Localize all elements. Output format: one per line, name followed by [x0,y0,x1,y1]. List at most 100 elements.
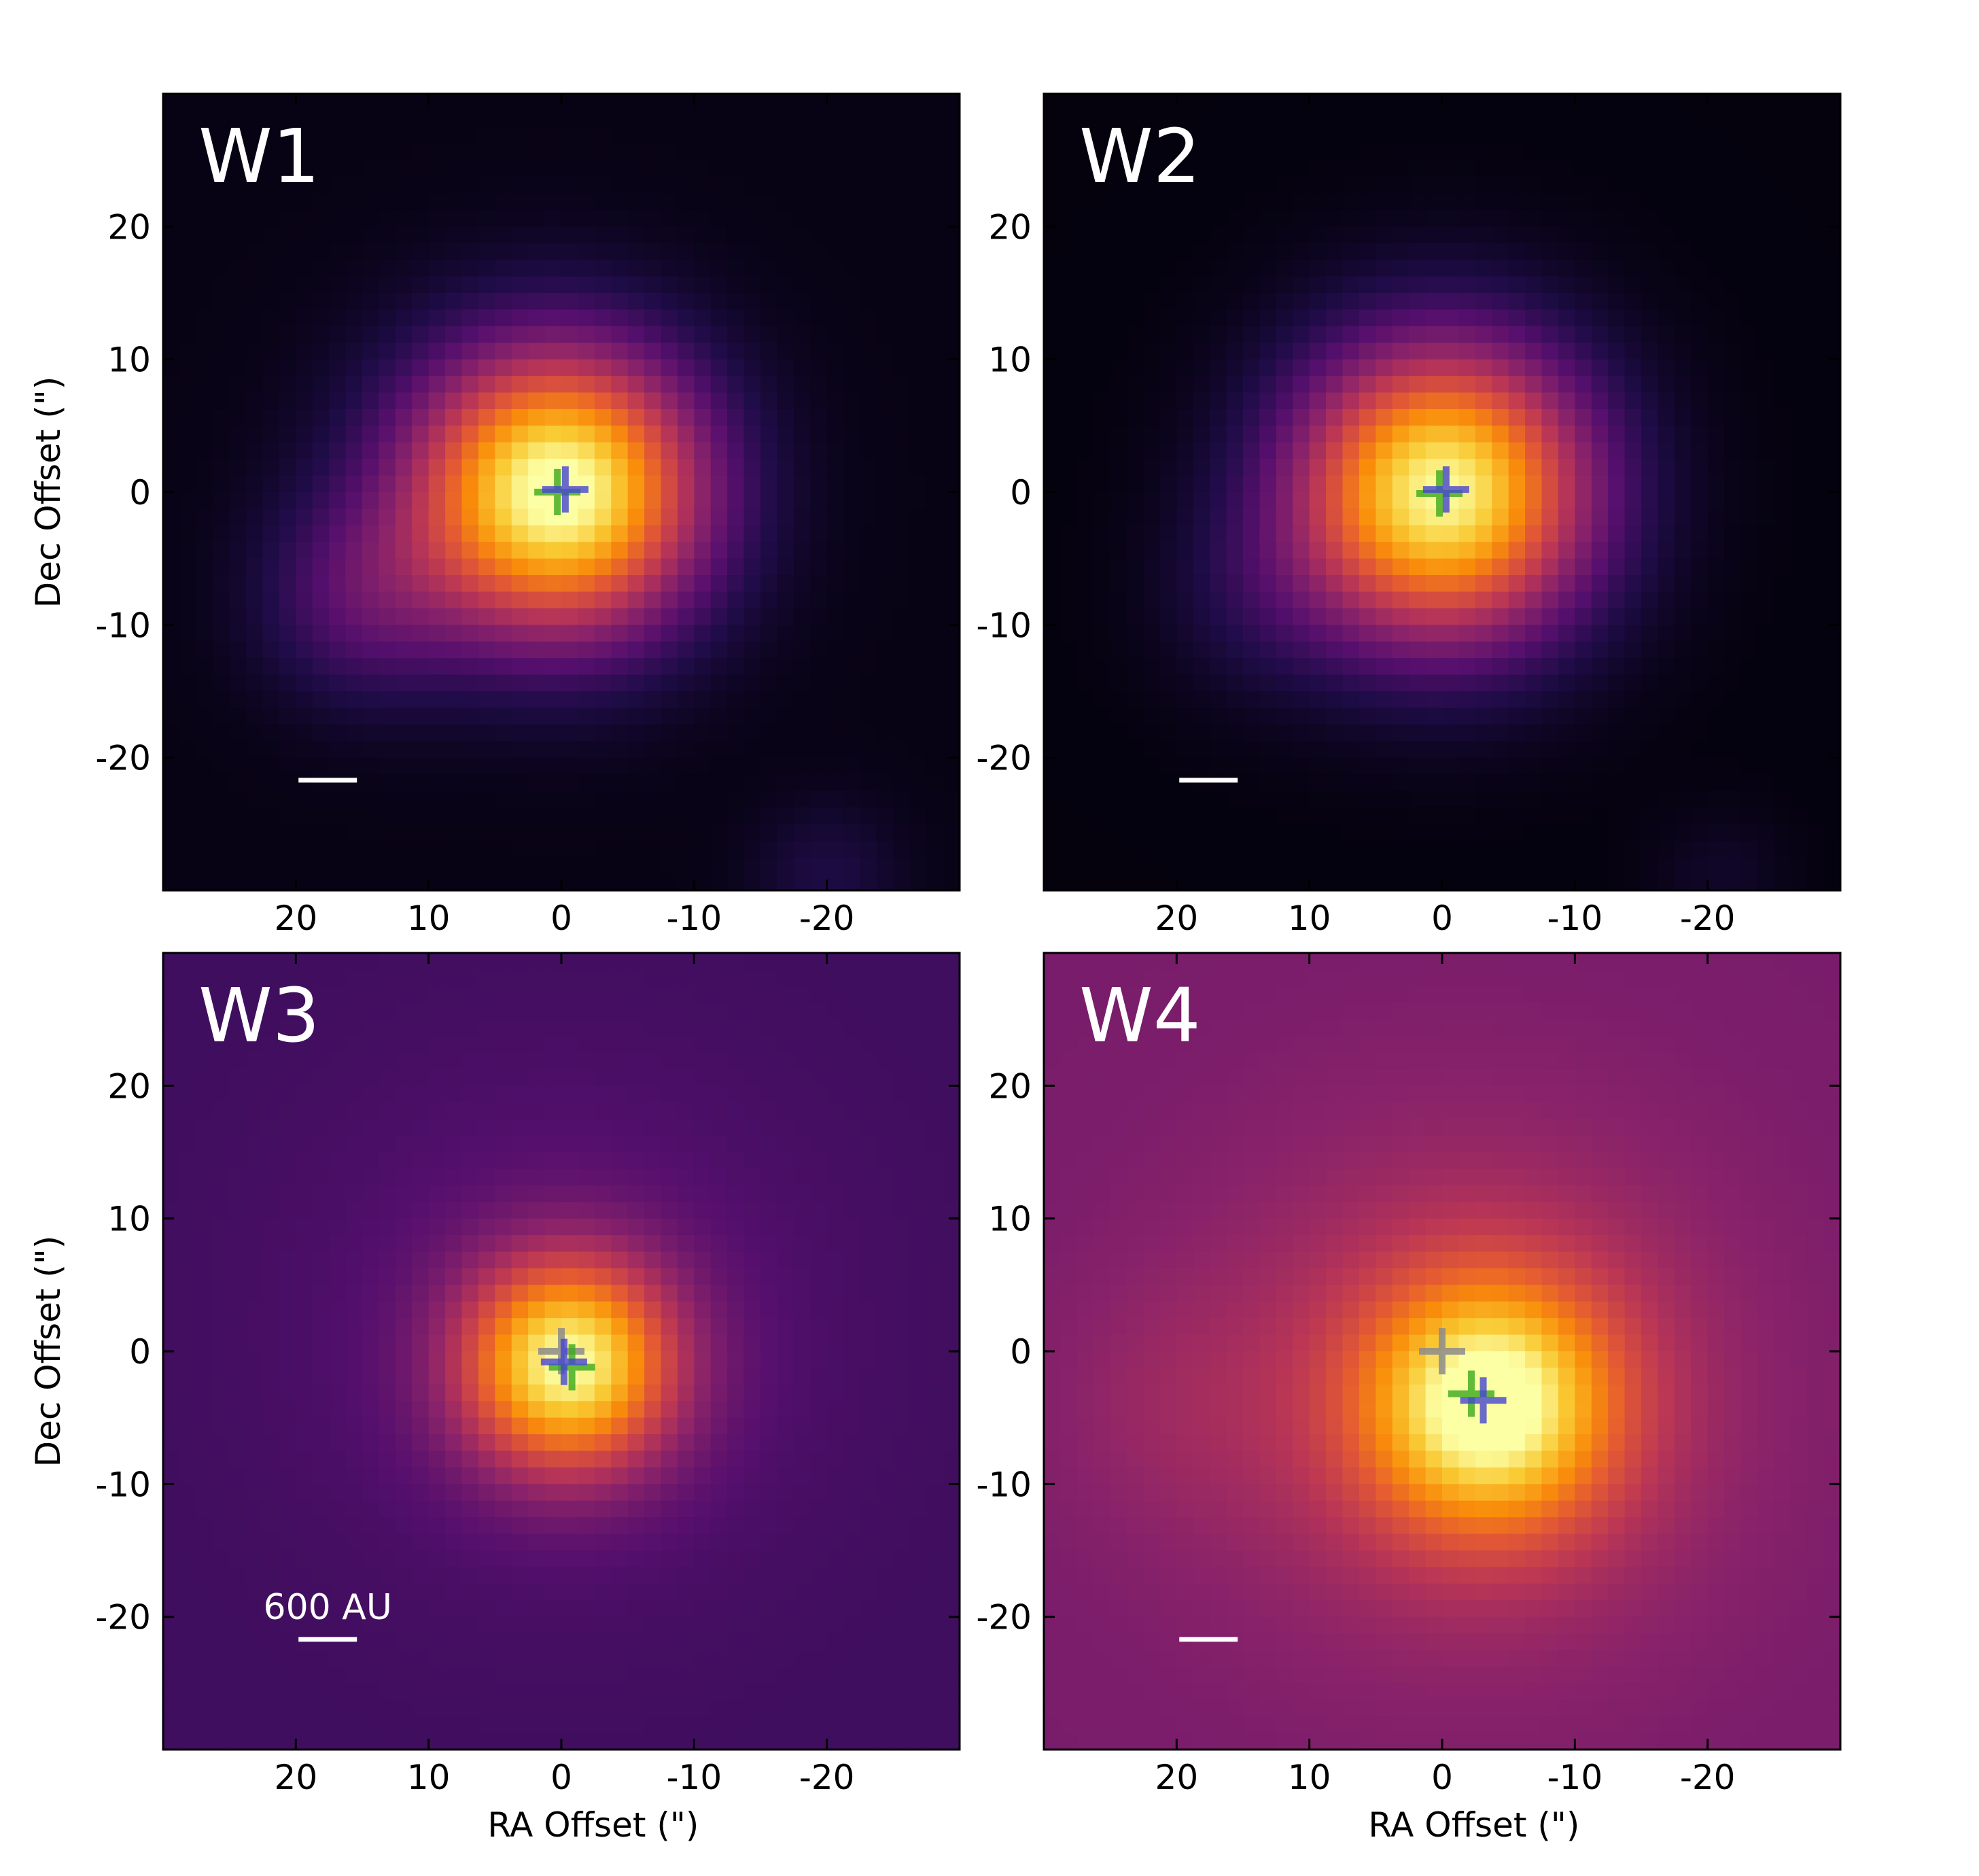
heatmap-cell [1243,691,1261,709]
heatmap-cell [1259,293,1277,311]
heatmap-cell [179,986,197,1003]
heatmap-cell [1724,625,1742,642]
heatmap-cell [710,475,728,493]
heatmap-cell [943,757,960,775]
heatmap-cell [661,840,678,858]
heatmap-cell [893,1003,911,1020]
heatmap-cell [296,309,313,327]
heatmap-cell [412,126,430,144]
heatmap-cell [926,260,944,277]
heatmap-cell [1127,226,1144,244]
heatmap-cell [1044,608,1062,625]
heatmap-cell [1707,558,1725,576]
heatmap-cell [793,542,811,559]
heatmap-cell [1259,625,1277,642]
heatmap-cell [909,110,927,128]
heatmap-cell [661,343,678,360]
heatmap-cell [478,525,495,542]
heatmap-cell [826,708,844,725]
heatmap-cell [163,94,181,111]
heatmap-cell [611,824,629,841]
heatmap-cell [1143,475,1161,493]
heatmap-cell [1757,475,1774,493]
heatmap-cell [743,525,761,542]
heatmap-cell [1392,824,1409,841]
heatmap-cell [511,260,529,277]
heatmap-cell [760,193,778,211]
heatmap-cell [677,126,695,144]
heatmap-cell [1724,674,1742,692]
heatmap-cell [1508,442,1526,459]
heatmap-cell [1724,126,1742,144]
heatmap-cell [1193,143,1210,161]
heatmap-cell [1458,343,1476,360]
heatmap-cell [511,708,529,725]
heatmap-cell [1740,110,1758,128]
heatmap-cell [1790,376,1808,394]
heatmap-cell [1309,110,1327,128]
heatmap-cell [495,359,512,377]
heatmap-cell [1376,558,1393,576]
heatmap-cell [578,873,595,891]
heatmap-cell [1359,591,1376,609]
heatmap-cell [1558,143,1575,161]
heatmap-cell [710,359,728,377]
heatmap-cell [1724,475,1742,493]
heatmap-cell [1127,193,1144,211]
heatmap-cell [1740,376,1758,394]
heatmap-cell [428,757,446,775]
heatmap-cell [312,492,330,510]
heatmap-cell [661,376,678,394]
cross-marker-blue [542,466,589,513]
heatmap-cell [1093,209,1111,227]
heatmap-cell [1176,160,1194,177]
heatmap-cell [727,126,745,144]
heatmap-cell [1276,525,1293,542]
heatmap-cell [1707,143,1725,161]
heatmap-cell [1707,840,1725,858]
heatmap-cell [777,674,794,692]
heatmap-cell [1309,243,1327,260]
heatmap-cell [246,1036,264,1054]
heatmap-cell [1807,94,1825,111]
heatmap-cell [1591,492,1609,510]
heatmap-cell [1276,326,1293,343]
heatmap-cell [1707,94,1725,111]
heatmap-cell [1707,575,1725,593]
heatmap-cell [379,608,396,625]
heatmap-cell [1608,293,1626,311]
heatmap-cell [1210,741,1227,759]
heatmap-cell [1392,143,1409,161]
heatmap-cell [279,840,296,858]
heatmap-cell [1425,209,1443,227]
heatmap-cell [1442,824,1460,841]
heatmap-cell [345,309,363,327]
heatmap-cell [1359,343,1376,360]
heatmap-cell [544,226,562,244]
heatmap-cell [1475,160,1492,177]
heatmap-cell [229,757,247,775]
heatmap-cell [1159,276,1177,294]
heatmap-cell [179,442,197,459]
heatmap-cell [1823,475,1841,493]
heatmap-cell [1707,741,1725,759]
heatmap-cell [1060,857,1078,875]
heatmap-cell [1541,193,1559,211]
heatmap-cell [1392,542,1409,559]
heatmap-cell [926,691,944,709]
heatmap-cell [1259,343,1277,360]
heatmap-cell [876,459,894,476]
heatmap-cell [1359,143,1376,161]
heatmap-cell [412,674,430,692]
heatmap-cell [196,741,213,759]
heatmap-cell [760,94,778,111]
heatmap-cell [710,741,728,759]
heatmap-cell [1076,724,1094,742]
heatmap-cell [1757,309,1774,327]
heatmap-cell [926,558,944,576]
heatmap-cell [395,126,413,144]
heatmap-cell [611,492,629,510]
heatmap-cell [1691,625,1709,642]
heatmap-cell [1508,392,1526,410]
heatmap-cell [1425,110,1443,128]
